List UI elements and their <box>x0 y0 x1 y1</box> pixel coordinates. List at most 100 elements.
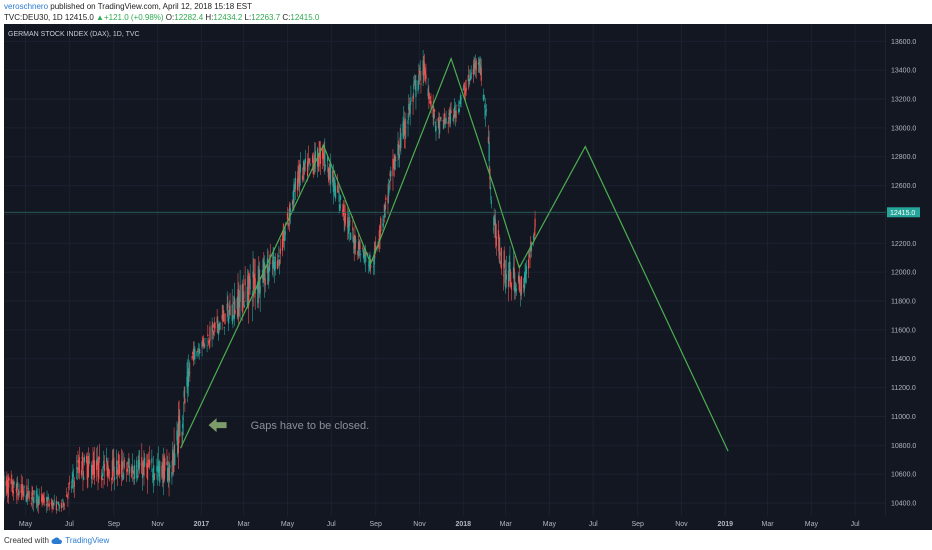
candle-body <box>520 276 523 295</box>
candle-body <box>368 261 370 266</box>
time-tick-label: May <box>19 521 33 528</box>
candle-body <box>212 323 214 329</box>
candle-body <box>111 477 113 480</box>
time-tick-label: Nov <box>151 521 164 528</box>
candle-body <box>453 108 455 119</box>
candle-body <box>20 484 22 494</box>
candle-body <box>146 464 149 480</box>
footer: Created with TradingView <box>0 530 932 550</box>
candle-body <box>332 176 335 192</box>
author-link[interactable]: veroschnero <box>4 2 49 11</box>
chart-area[interactable]: May Jul Sep Nov 2017 Mar May Jul Sep Nov 2018 Mar Ma… <box>3 24 932 530</box>
price-chart[interactable]: May Jul Sep Nov 2017 Mar May Jul Sep Nov 2018 Mar Ma… <box>3 24 932 530</box>
candle-body <box>88 456 90 467</box>
candle-body <box>306 161 309 176</box>
candle-body <box>226 303 228 311</box>
candle-body <box>227 303 229 309</box>
candle-body <box>454 110 457 117</box>
price-tick-label: 13000.0 <box>891 125 916 132</box>
candle-body <box>62 499 64 502</box>
candle-body <box>106 457 108 463</box>
candle-body <box>31 492 33 497</box>
candle-body <box>82 457 84 478</box>
tradingview-link[interactable]: TradingView <box>65 536 110 545</box>
candle-body <box>161 465 163 478</box>
candle-body <box>449 109 451 124</box>
candle-body <box>367 253 369 255</box>
candle-body <box>384 205 386 218</box>
candle-body <box>509 261 511 273</box>
candle-body <box>78 457 80 473</box>
candle-body <box>216 317 218 324</box>
candle-body <box>422 60 424 76</box>
candle-body <box>493 215 495 225</box>
candle-body <box>459 95 462 105</box>
candle-body <box>48 503 50 507</box>
candle-body <box>171 472 173 478</box>
publish-info: veroschnero published on TradingView.com… <box>4 2 252 11</box>
candle-body <box>27 492 29 496</box>
candle-body <box>90 464 93 480</box>
candle-body <box>23 486 25 488</box>
candle-body <box>42 495 45 500</box>
candle-body <box>388 185 390 197</box>
candle-body <box>61 506 63 508</box>
candle-body <box>405 126 407 128</box>
candle-body <box>179 420 181 437</box>
time-axis[interactable] <box>4 516 886 530</box>
candle-body <box>333 185 335 191</box>
candle-body <box>137 465 139 467</box>
time-tick-label: 2017 <box>194 521 210 528</box>
candle-body <box>37 498 40 506</box>
candle-body <box>228 309 230 312</box>
candle-body <box>213 324 215 328</box>
candle-body <box>345 214 347 215</box>
candle-body <box>36 501 38 503</box>
projection-line <box>179 56 729 452</box>
candle-body <box>484 110 487 116</box>
candle-body <box>81 456 83 459</box>
candle-body <box>423 64 426 75</box>
candle-body <box>83 476 85 481</box>
candle-body <box>528 253 530 255</box>
candle-body <box>372 259 374 261</box>
candle-body <box>148 465 150 468</box>
candle-body <box>418 74 420 82</box>
candle-body <box>494 222 497 238</box>
candle-body <box>123 461 125 468</box>
candle-body <box>177 422 179 453</box>
candle-body <box>6 479 9 494</box>
candle-body <box>327 167 329 178</box>
candle-body <box>450 110 452 113</box>
candle-body <box>373 251 375 265</box>
annotation-text: Gaps have to be closed. <box>251 420 370 432</box>
candle-body <box>352 227 354 231</box>
footer-text: Created with TradingView <box>4 536 109 545</box>
candle-body <box>92 459 94 475</box>
candle-body <box>439 117 441 120</box>
candle-body <box>329 172 331 176</box>
candle-body <box>319 147 322 164</box>
candle-body <box>18 490 20 495</box>
candle-body <box>357 242 360 251</box>
candle-body <box>266 258 268 274</box>
candle-body <box>85 456 88 463</box>
candle-body <box>191 356 193 358</box>
candle-body <box>212 331 215 336</box>
candle-body <box>188 372 190 375</box>
candle-body <box>73 480 75 482</box>
price-axis[interactable] <box>886 24 932 530</box>
candle-body <box>136 475 139 478</box>
time-tick-label: May <box>543 521 557 528</box>
candles <box>3 50 536 514</box>
candle-body <box>156 466 159 472</box>
candle-body <box>525 266 528 274</box>
candle-body <box>113 457 115 476</box>
candle-body <box>410 97 412 102</box>
candle-body <box>520 289 522 296</box>
candle-body <box>319 150 321 151</box>
close-label: C: <box>280 13 291 22</box>
candle-body <box>193 348 195 353</box>
candle-body <box>395 159 397 161</box>
time-tick-label: May <box>805 521 819 528</box>
